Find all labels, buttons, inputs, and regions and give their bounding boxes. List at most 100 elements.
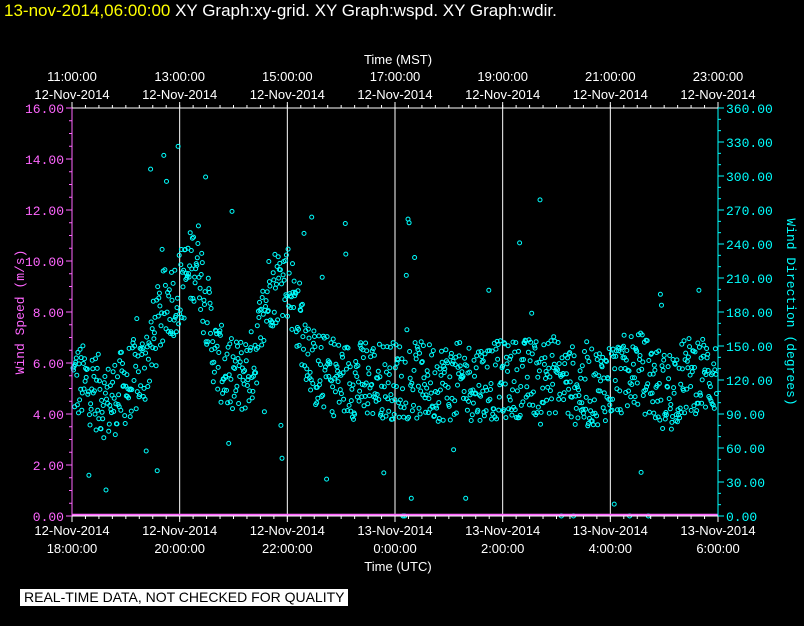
wind-direction-point bbox=[448, 354, 454, 360]
top-tick-time: 17:00:00 bbox=[370, 69, 421, 84]
wind-direction-point bbox=[572, 421, 578, 427]
wind-direction-point bbox=[576, 387, 581, 393]
wind-direction-point bbox=[231, 393, 237, 399]
wind-direction-point bbox=[233, 339, 239, 345]
wind-direction-point bbox=[391, 411, 397, 417]
wind-direction-point bbox=[228, 376, 234, 382]
wind-direction-point bbox=[532, 343, 537, 349]
right-tick-label: 150.00 bbox=[726, 340, 773, 355]
wind-direction-point bbox=[652, 367, 658, 373]
wind-direction-point bbox=[686, 336, 692, 342]
wind-direction-point bbox=[597, 388, 603, 394]
wind-direction-point bbox=[317, 378, 323, 384]
wind-direction-point bbox=[194, 262, 200, 268]
wind-direction-point bbox=[246, 398, 252, 404]
wind-direction-point bbox=[225, 400, 231, 406]
wind-direction-point bbox=[549, 396, 554, 402]
wind-direction-point bbox=[663, 412, 669, 418]
wind-direction-point bbox=[235, 356, 241, 361]
wind-direction-point bbox=[95, 351, 101, 357]
wind-direction-point bbox=[341, 408, 347, 414]
wind-direction-point bbox=[270, 323, 276, 329]
wind-direction-point bbox=[398, 373, 404, 379]
wind-direction-point bbox=[421, 375, 427, 381]
wind-direction-point bbox=[478, 349, 484, 354]
wind-direction-point bbox=[299, 301, 305, 307]
wind-direction-point bbox=[223, 374, 229, 380]
wind-direction-point bbox=[334, 373, 339, 379]
wind-direction-point bbox=[380, 344, 386, 350]
wind-direction-point bbox=[153, 346, 158, 351]
wind-direction-point bbox=[85, 389, 91, 395]
wind-direction-point bbox=[247, 388, 253, 394]
wind-direction-point bbox=[651, 410, 657, 416]
wind-direction-point bbox=[296, 342, 302, 348]
top-tick-date: 12-Nov-2014 bbox=[34, 87, 109, 102]
wind-direction-point bbox=[472, 373, 477, 379]
wind-direction-point bbox=[236, 401, 242, 406]
wind-direction-point bbox=[484, 364, 490, 370]
wind-direction-point bbox=[197, 285, 203, 291]
wind-direction-point bbox=[399, 356, 405, 362]
wind-direction-point bbox=[699, 377, 705, 383]
wind-direction-point bbox=[102, 390, 108, 396]
wind-direction-point bbox=[533, 339, 539, 345]
wind-direction-point bbox=[393, 342, 399, 348]
wind-direction-point bbox=[150, 345, 156, 351]
wind-direction-point bbox=[198, 307, 204, 312]
wind-direction-point bbox=[661, 357, 667, 363]
wind-direction-point bbox=[323, 374, 329, 380]
wind-direction-point bbox=[403, 272, 409, 278]
wind-direction-point bbox=[463, 495, 469, 501]
wind-direction-point bbox=[585, 421, 591, 426]
wind-direction-point bbox=[538, 409, 544, 415]
wind-direction-point bbox=[403, 400, 409, 406]
wind-direction-point bbox=[500, 363, 506, 369]
wind-direction-point bbox=[594, 413, 600, 419]
wind-direction-point bbox=[201, 297, 207, 303]
wind-direction-point bbox=[596, 373, 602, 379]
wind-direction-point bbox=[514, 367, 520, 373]
wind-direction-point bbox=[91, 388, 97, 394]
wind-direction-point bbox=[507, 356, 513, 362]
wind-direction-point bbox=[272, 285, 278, 291]
wind-direction-point bbox=[279, 281, 284, 287]
wind-direction-point bbox=[677, 405, 683, 411]
wind-direction-point bbox=[473, 390, 479, 396]
wind-direction-point bbox=[712, 346, 718, 352]
wind-direction-point bbox=[243, 358, 249, 364]
right-axis-title: Wind Direction (degrees) bbox=[783, 218, 798, 405]
wind-direction-point bbox=[693, 392, 699, 398]
left-tick-label: 10.00 bbox=[25, 255, 64, 270]
wind-direction-point bbox=[486, 348, 492, 354]
wind-direction-point bbox=[364, 348, 370, 354]
wind-direction-point bbox=[199, 260, 205, 266]
wind-direction-point bbox=[574, 384, 580, 390]
bottom-tick-date: 12-Nov-2014 bbox=[34, 523, 109, 538]
wind-direction-point bbox=[83, 374, 89, 380]
wind-direction-point bbox=[660, 426, 666, 431]
wind-direction-point bbox=[524, 374, 530, 380]
wind-direction-point bbox=[74, 372, 80, 378]
wind-direction-point bbox=[457, 363, 463, 369]
wind-direction-point bbox=[411, 402, 416, 408]
wind-direction-point bbox=[179, 315, 185, 320]
wind-direction-point bbox=[396, 414, 402, 420]
wind-direction-point bbox=[692, 349, 698, 355]
wind-direction-point bbox=[623, 357, 629, 363]
wind-direction-point bbox=[645, 381, 651, 387]
wind-direction-point bbox=[340, 354, 345, 360]
wind-direction-point bbox=[203, 339, 209, 345]
wind-direction-point bbox=[561, 397, 567, 403]
left-tick-label: 0.00 bbox=[33, 510, 64, 525]
wind-direction-point bbox=[698, 392, 703, 398]
wind-direction-point bbox=[218, 399, 224, 405]
wind-direction-point bbox=[382, 362, 388, 368]
vertical-grid bbox=[179, 108, 611, 516]
wind-direction-point bbox=[467, 369, 473, 375]
wind-direction-point bbox=[600, 354, 606, 360]
wind-direction-point bbox=[217, 332, 223, 338]
wind-direction-point bbox=[188, 248, 194, 253]
wind-direction-point bbox=[166, 293, 172, 299]
wind-direction-point bbox=[298, 302, 304, 308]
